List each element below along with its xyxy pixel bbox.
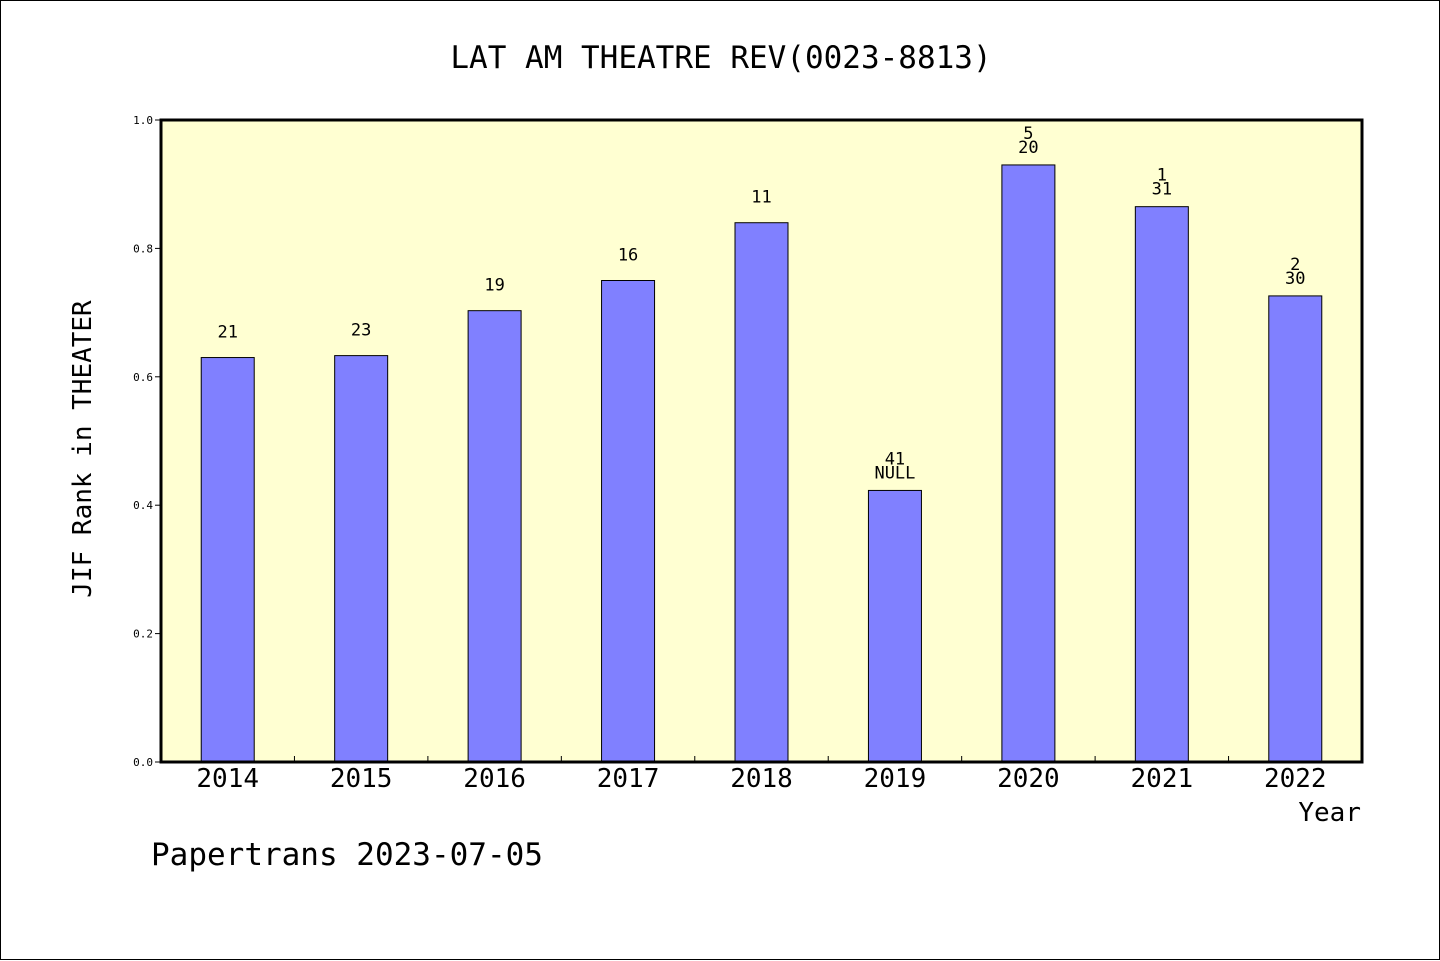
x-axis-ticks: 2014 2015 2016 2017 2018 2019 2020 2021 2022 bbox=[196, 756, 1327, 794]
bar-2016 bbox=[467, 310, 522, 763]
x-tick-label: 2017 bbox=[597, 764, 660, 794]
x-tick-label: 2019 bbox=[864, 764, 927, 794]
x-tick-label: 2014 bbox=[196, 764, 259, 794]
footer-text: Papertrans 2023-07-05 bbox=[151, 837, 543, 873]
x-axis-label: Year bbox=[1298, 798, 1361, 828]
bar-2019 bbox=[867, 489, 922, 763]
bar-data-label: 16 bbox=[618, 246, 638, 266]
bar-data-label: 19 bbox=[484, 276, 504, 296]
y-axis-ticks: 0.0 0.2 0.4 0.6 0.8 1.0 bbox=[133, 114, 161, 769]
x-tick-label: 2015 bbox=[330, 764, 393, 794]
y-tick-label: 0.0 bbox=[133, 756, 153, 769]
plot-border bbox=[159, 118, 1364, 764]
bar-data-label: NULL bbox=[874, 463, 915, 483]
bar-data-label: 41 bbox=[885, 449, 905, 469]
x-tick-label: 2022 bbox=[1264, 764, 1327, 794]
bar-data-label: 2 bbox=[1290, 255, 1300, 275]
bar-2022 bbox=[1268, 295, 1323, 763]
x-tick-label: 2018 bbox=[730, 764, 793, 794]
chart-title: LAT AM THEATRE REV(0023-8813) bbox=[450, 40, 991, 76]
bar-data-label: 5 bbox=[1023, 124, 1033, 144]
bar-2015 bbox=[334, 355, 389, 763]
x-tick-label: 2020 bbox=[997, 764, 1060, 794]
y-tick-label: 0.4 bbox=[133, 499, 153, 512]
bar-data-label: 30 bbox=[1285, 269, 1305, 289]
bar-2018 bbox=[734, 222, 789, 763]
bars-group bbox=[200, 164, 1323, 763]
bar-2014 bbox=[200, 357, 255, 763]
y-tick-label: 0.6 bbox=[133, 371, 153, 384]
bar-2017 bbox=[601, 280, 656, 763]
y-tick-label: 0.8 bbox=[133, 242, 153, 255]
bar-data-label: 31 bbox=[1152, 180, 1172, 200]
bar-data-label: 11 bbox=[751, 188, 771, 208]
x-tick-label: 2016 bbox=[463, 764, 526, 794]
x-tick-label: 2021 bbox=[1131, 764, 1194, 794]
bar-data-label: 20 bbox=[1018, 138, 1038, 158]
bar-data-label: 1 bbox=[1157, 166, 1167, 186]
y-tick-label: 0.2 bbox=[133, 628, 153, 641]
bar-2020 bbox=[1001, 164, 1056, 763]
bar-data-label: 23 bbox=[351, 321, 371, 341]
y-tick-label: 1.0 bbox=[133, 114, 153, 127]
y-axis-label: JIF Rank in THEATER bbox=[68, 300, 98, 598]
bar-data-label: 21 bbox=[217, 323, 237, 343]
bar-2021 bbox=[1134, 206, 1189, 763]
